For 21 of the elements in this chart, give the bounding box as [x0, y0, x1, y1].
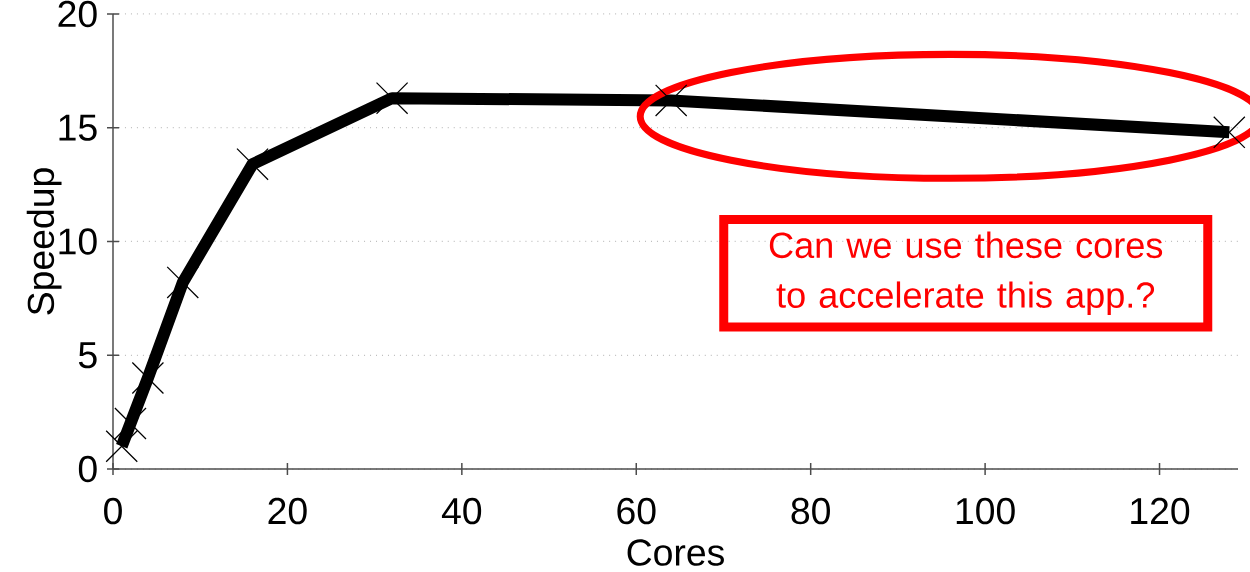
x-tick-label: 120	[1131, 497, 1190, 525]
point	[166, 266, 199, 299]
y-tick-label: 20	[58, 0, 97, 28]
y-tick-label: 15	[59, 114, 97, 141]
point	[131, 361, 165, 395]
point	[654, 84, 688, 117]
x-tick-label: 100	[956, 497, 1015, 525]
point	[114, 407, 147, 440]
x-axis-title: Cores	[627, 539, 724, 566]
x-tick-label: 0	[104, 497, 122, 525]
y-tick-label: 0	[78, 455, 97, 483]
point	[236, 147, 269, 181]
x-tick-label: 80	[791, 497, 830, 525]
point	[105, 430, 138, 463]
x-tick-label: 20	[268, 497, 307, 525]
x-tick-label: 40	[441, 497, 482, 525]
y-tick-label: 5	[78, 342, 97, 369]
point	[375, 81, 409, 115]
point	[1213, 116, 1246, 149]
annotation: Can we use these cores to accelerate this app.?	[769, 231, 1163, 316]
x-tick-label: 60	[617, 497, 656, 525]
